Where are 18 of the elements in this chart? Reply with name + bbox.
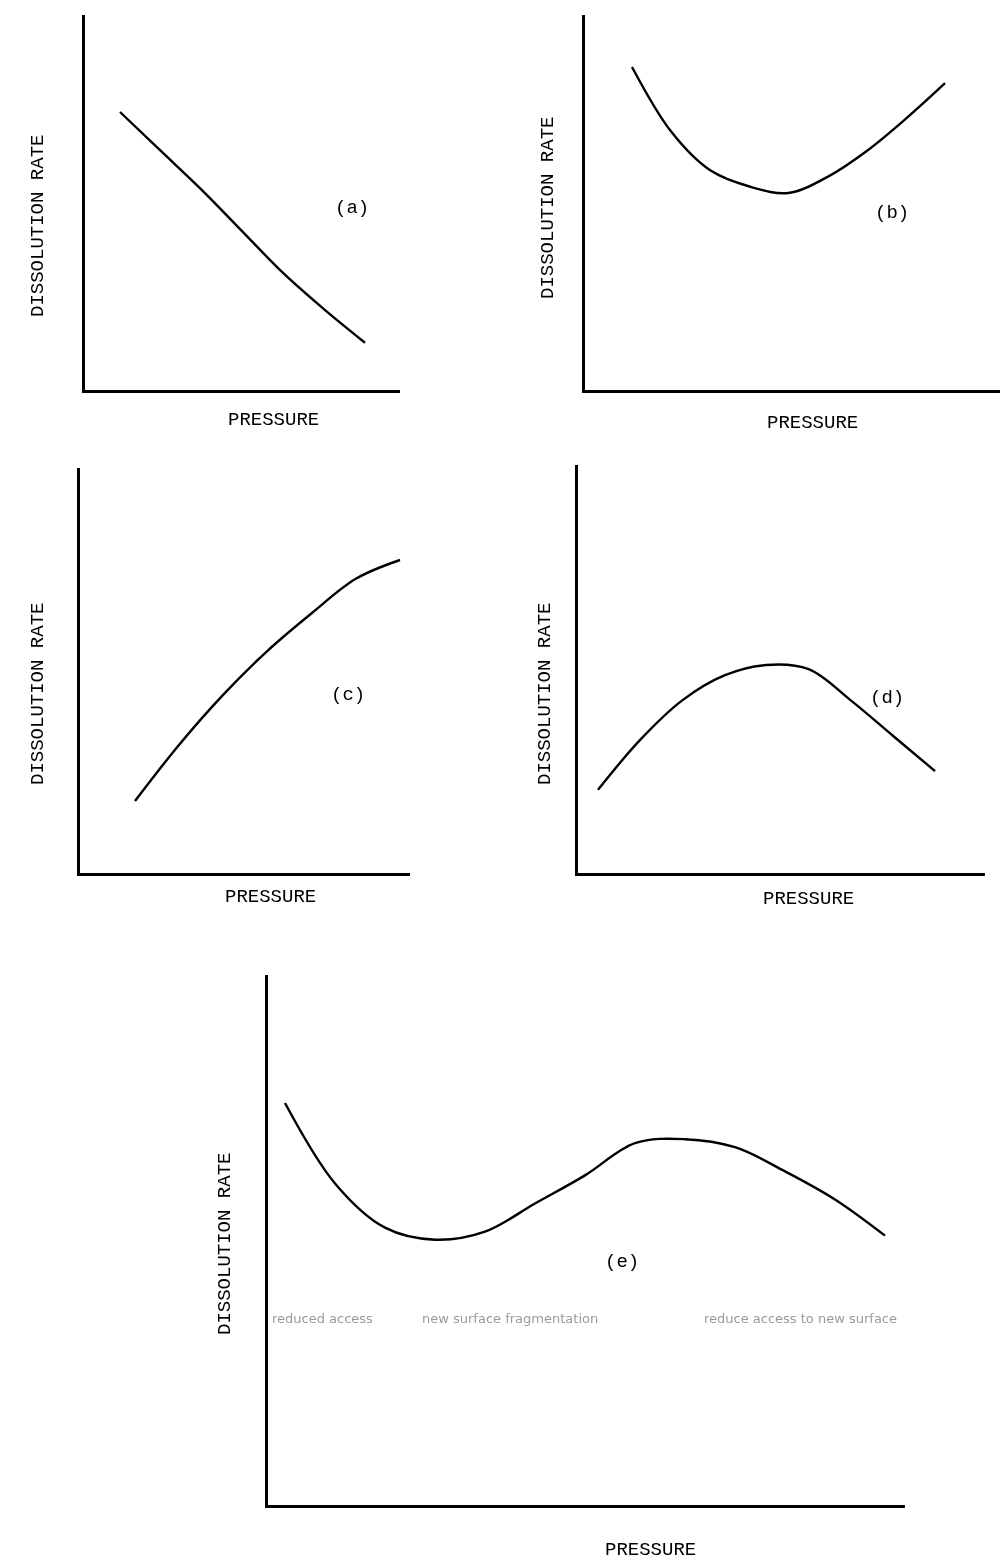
annotation: (e)	[605, 1251, 640, 1273]
y-axis-title: DISSOLUTION RATE	[214, 1152, 236, 1335]
annotation: reduce access to new surface	[704, 1311, 897, 1326]
annotation: new surface fragmentation	[422, 1311, 599, 1326]
x-axis-title: PRESSURE	[225, 886, 317, 908]
annotation: (a)	[335, 197, 370, 219]
annotation: reduced access	[272, 1311, 374, 1326]
x-axis-title: PRESSURE	[228, 409, 320, 431]
y-axis-title: DISSOLUTION RATE	[27, 602, 49, 785]
y-axis-title: DISSOLUTION RATE	[537, 116, 559, 299]
x-axis-title: PRESSURE	[605, 1539, 697, 1561]
x-axis-title: PRESSURE	[767, 412, 859, 434]
y-axis-title: DISSOLUTION RATE	[534, 602, 556, 785]
annotation: (d)	[870, 687, 905, 709]
annotation: (c)	[331, 684, 366, 706]
y-axis-title: DISSOLUTION RATE	[27, 134, 49, 317]
x-axis-title: PRESSURE	[763, 888, 855, 910]
annotation: (b)	[875, 202, 910, 224]
